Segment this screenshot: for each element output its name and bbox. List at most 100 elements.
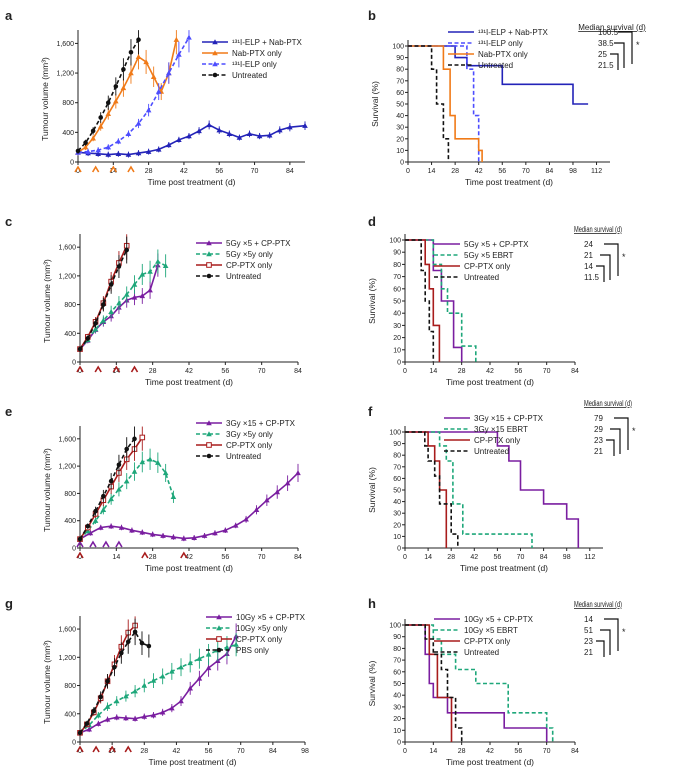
legend-label: Untreated xyxy=(226,452,261,461)
treatment-arrow xyxy=(127,165,135,173)
legend-marker xyxy=(216,625,222,631)
y-tick-label: 60 xyxy=(393,669,401,676)
series-line xyxy=(77,39,140,152)
legend-marker xyxy=(212,50,218,56)
legend-marker xyxy=(206,453,212,459)
data-point xyxy=(170,494,177,500)
data-point xyxy=(159,709,166,715)
data-point xyxy=(75,148,81,154)
y-axis-label: Survival (%) xyxy=(367,278,377,324)
y-tick-label: 60 xyxy=(396,90,404,97)
median-value: 21 xyxy=(584,648,593,657)
legend-label: 5Gy ×5y only xyxy=(226,250,273,259)
x-tick-label: 14 xyxy=(112,368,120,375)
data-point xyxy=(212,530,218,536)
legend-label: 5Gy ×5 + CP-PTX xyxy=(464,240,529,249)
data-point xyxy=(100,506,107,512)
data-point xyxy=(160,532,166,538)
legend-marker xyxy=(212,39,218,45)
significance-bracket xyxy=(596,640,605,657)
data-point xyxy=(123,693,129,699)
y-tick-label: 30 xyxy=(393,511,401,518)
y-tick-label: 90 xyxy=(393,250,401,257)
legend-label: Untreated xyxy=(464,273,499,282)
data-point xyxy=(139,271,146,277)
legend-marker xyxy=(206,251,212,257)
y-tick-label: 10 xyxy=(393,347,401,354)
legend-marker xyxy=(206,273,212,279)
y-tick-label: 1,600 xyxy=(58,627,76,634)
data-point xyxy=(128,50,134,55)
legend-label: Untreated xyxy=(464,648,499,657)
x-tick-label: 56 xyxy=(514,748,522,755)
data-point xyxy=(176,136,182,142)
x-tick-label: 98 xyxy=(563,554,571,561)
data-point xyxy=(108,308,114,314)
panel-g: g 0 14 28 42 56 70 84 98 0 400 800 1,200 1,600 Time po… xyxy=(5,596,309,767)
data-point xyxy=(191,534,197,540)
data-point xyxy=(113,98,119,104)
x-tick-label: 42 xyxy=(470,554,478,561)
x-tick-label: 0 xyxy=(76,168,80,175)
panel-d: d 0 14 28 42 56 70 84 0 10 20 30 40 50 60 70 80 90 100 Time… xyxy=(367,214,626,387)
series-line xyxy=(405,239,441,362)
treatment-arrow xyxy=(76,365,84,373)
data-point xyxy=(101,493,106,499)
data-point xyxy=(123,291,130,297)
data-point xyxy=(264,497,270,503)
data-point xyxy=(178,664,184,670)
x-tick-label: 84 xyxy=(571,368,579,375)
data-point xyxy=(95,147,101,153)
x-tick-label: 28 xyxy=(149,554,157,561)
y-axis-label: Tumour volume (mm³) xyxy=(42,259,52,343)
y-tick-label: 800 xyxy=(64,683,76,690)
data-point xyxy=(105,144,112,150)
series-line xyxy=(405,239,435,362)
legend-label: 3Gy ×15 + CP-PTX xyxy=(474,414,544,423)
y-tick-label: 1,600 xyxy=(58,436,76,443)
data-point xyxy=(105,111,112,117)
y-tick-label: 80 xyxy=(396,67,404,74)
x-tick-label: 70 xyxy=(517,554,525,561)
significance-bracket xyxy=(610,53,619,70)
data-point xyxy=(113,714,120,720)
legend-label: 3Gy ×5y only xyxy=(226,430,273,439)
data-point xyxy=(113,698,120,704)
legend-label: 5Gy ×5 + CP-PTX xyxy=(226,239,291,248)
data-point xyxy=(150,73,157,79)
y-tick-label: 10 xyxy=(393,728,401,735)
significance-bracket xyxy=(614,42,625,68)
y-axis-label: Tumour volume (mm³) xyxy=(42,640,52,724)
legend-label: Untreated xyxy=(226,272,261,281)
x-tick-label: 70 xyxy=(258,368,266,375)
treatment-arrow xyxy=(91,165,100,173)
median-value: 24 xyxy=(584,240,593,249)
legend-label: CP-PTX only xyxy=(474,436,520,445)
median-header: Median survival (d) xyxy=(584,399,632,408)
data-point xyxy=(85,148,91,154)
x-tick-label: 28 xyxy=(149,368,157,375)
treatment-arrow xyxy=(92,745,100,753)
y-tick-label: 90 xyxy=(396,55,404,62)
y-tick-label: 0 xyxy=(397,546,401,553)
data-point xyxy=(132,715,138,721)
treatment-arrow xyxy=(76,745,84,753)
y-tick-label: 20 xyxy=(393,522,401,529)
data-point xyxy=(90,135,96,141)
legend-marker xyxy=(216,647,222,653)
x-tick-label: 28 xyxy=(458,748,466,755)
y-tick-label: 70 xyxy=(396,78,404,85)
data-point xyxy=(132,688,138,694)
data-point xyxy=(143,59,149,65)
series-line xyxy=(408,45,450,162)
median-header: Median survival (d) xyxy=(578,23,646,32)
data-point xyxy=(105,151,112,157)
data-point xyxy=(105,100,111,106)
treatment-arrow xyxy=(108,745,116,753)
data-point xyxy=(176,51,182,57)
data-point xyxy=(205,651,212,657)
series-line xyxy=(408,45,589,105)
data-point xyxy=(118,524,125,530)
x-axis-label: Time post treatment (d) xyxy=(446,757,534,767)
series-line xyxy=(405,431,580,548)
